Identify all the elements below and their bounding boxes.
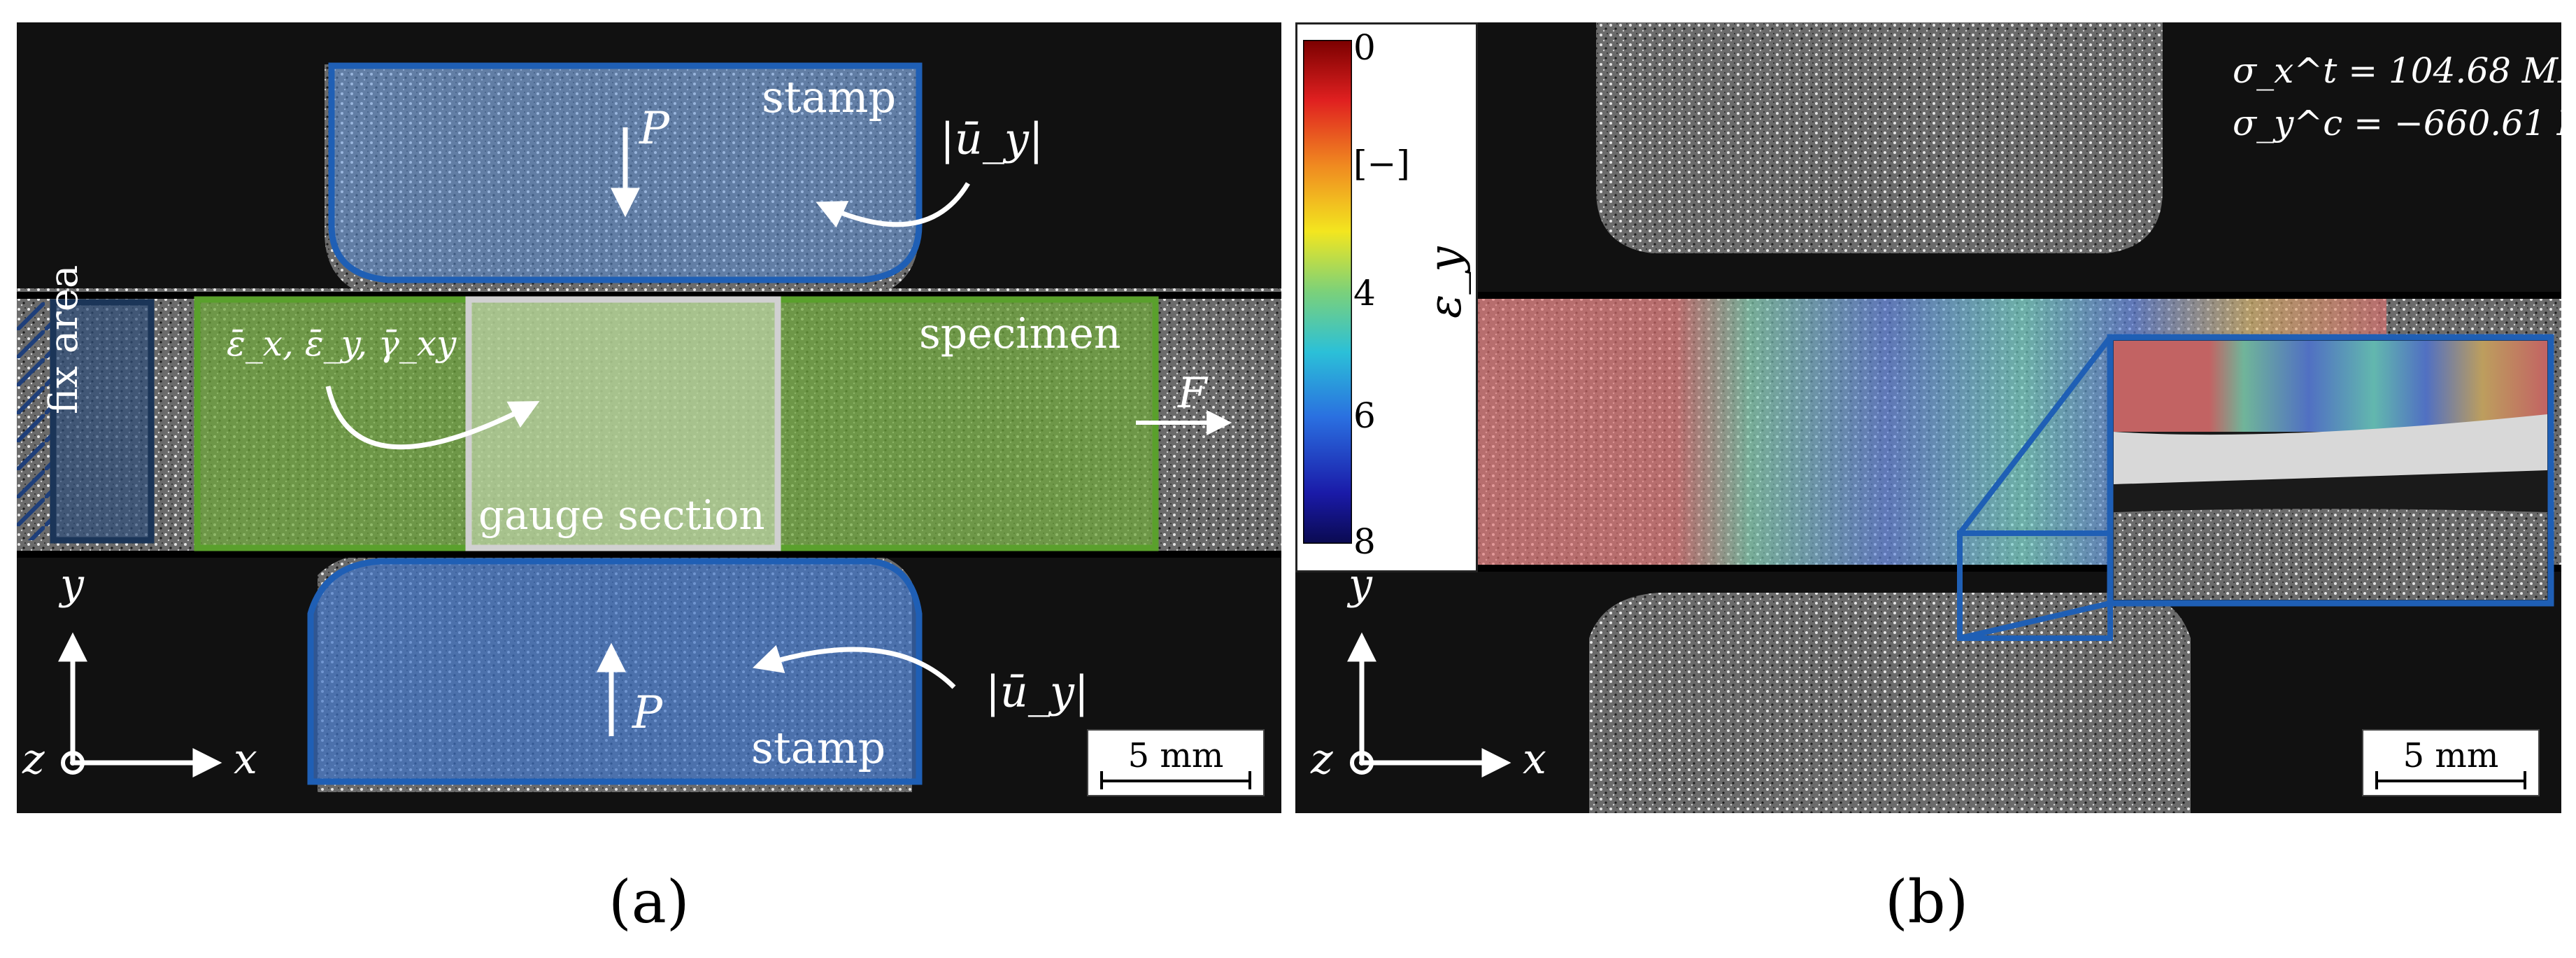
caption-a: (a) [609, 868, 690, 936]
scale-bar-b-text: 5 mm [2403, 736, 2499, 775]
colorbar-tick-4: 4 [1353, 273, 1376, 314]
axis-z-label-b: z [1311, 735, 1333, 784]
strain-label: ε̄_x, ε̄_y, γ̄_xy [227, 323, 457, 364]
zoom-inset [1957, 334, 2554, 641]
panel-b-axes [1347, 632, 1511, 777]
colorbar-box: 0 [−] 4 6 8 ε_y [1295, 22, 1478, 572]
stress-label-2: σ_y^c = −660.61 MPa [2233, 103, 2561, 143]
colorbar-tick-8: 8 [1353, 521, 1376, 562]
panel-a-image: stamp P |ū_y| fix area ε̄_x, ε̄_y, γ̄_xy… [17, 22, 1281, 813]
caption-b: (b) [1885, 868, 1969, 936]
force-f-label: F [1178, 369, 1207, 418]
scale-bar-a: 5 mm [1087, 729, 1265, 796]
scale-bar-a-line [1100, 771, 1251, 789]
fix-area-overlay [17, 299, 155, 544]
axis-y-label-b: y [1349, 560, 1372, 609]
specimen-label: specimen [919, 309, 1121, 358]
stamp-top-label: stamp [762, 71, 897, 122]
force-p-bottom-label: P [632, 687, 663, 739]
axis-x-label-b: x [1523, 735, 1546, 784]
panel-b-image: 0 [−] 4 6 8 ε_y σ_x^t = 104.68 MPa σ_y^c… [1295, 22, 2561, 813]
stamp-bottom-label: stamp [751, 722, 886, 773]
panel-a-arrows [58, 127, 1232, 777]
axis-x-label: x [234, 735, 257, 784]
scale-bar-b-line [2375, 771, 2526, 789]
colorbar-gradient [1303, 40, 1352, 544]
stress-label-1: σ_x^t = 104.68 MPa [2233, 50, 2561, 91]
scale-bar-a-text: 5 mm [1127, 736, 1224, 775]
axis-z-label: z [22, 735, 45, 784]
gauge-section-label: gauge section [478, 491, 765, 539]
force-p-top-label: P [639, 103, 670, 155]
disp-bottom-label: |ū_y| [985, 666, 1089, 717]
disp-top-label: |ū_y| [940, 113, 1044, 164]
scale-bar-b: 5 mm [2362, 729, 2540, 796]
fix-area-label: fix area [41, 265, 87, 414]
axis-y-label: y [60, 560, 84, 609]
colorbar-tick-0: 0 [1353, 27, 1376, 68]
colorbar-tick-unit: [−] [1353, 143, 1410, 184]
colorbar-tick-6: 6 [1353, 395, 1376, 436]
